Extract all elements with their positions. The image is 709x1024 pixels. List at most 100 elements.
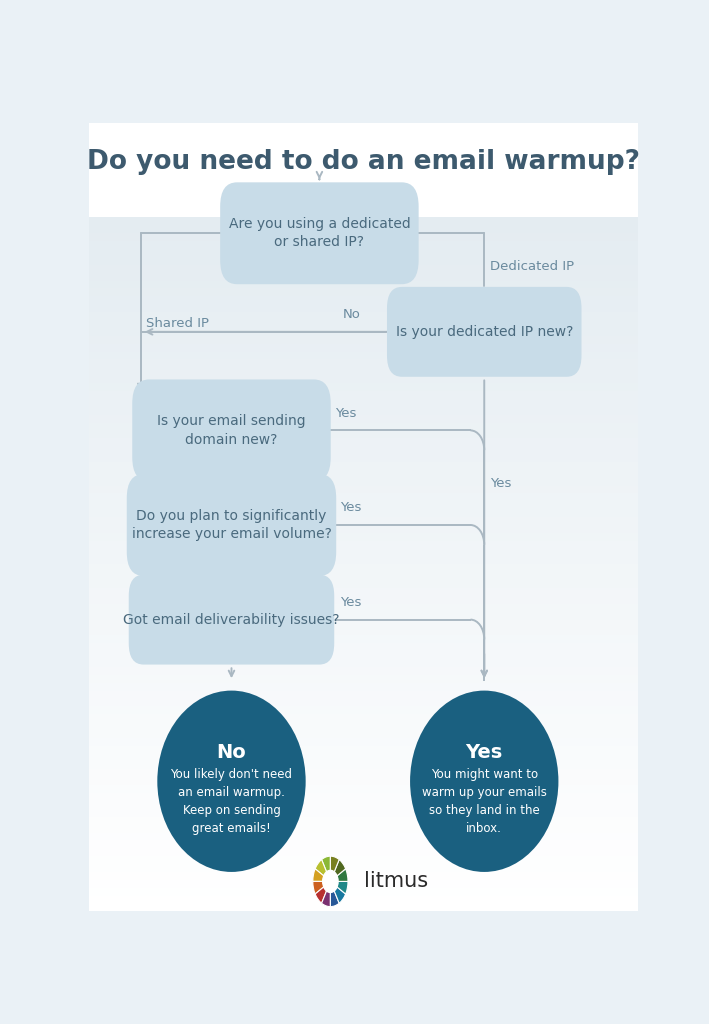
Bar <box>89 675 638 683</box>
Bar <box>89 415 638 423</box>
FancyBboxPatch shape <box>220 182 418 285</box>
Wedge shape <box>313 882 330 894</box>
Bar <box>89 123 638 131</box>
Bar <box>89 438 638 446</box>
Bar <box>89 785 638 793</box>
FancyBboxPatch shape <box>129 574 334 665</box>
Bar <box>89 509 638 517</box>
Bar <box>89 754 638 762</box>
Bar <box>89 659 638 667</box>
Bar <box>89 423 638 430</box>
Bar <box>89 383 638 391</box>
Text: Yes: Yes <box>466 742 503 762</box>
Bar <box>89 304 638 312</box>
Bar <box>89 375 638 383</box>
Bar <box>89 319 638 328</box>
Text: No: No <box>342 308 360 321</box>
Wedge shape <box>313 868 330 882</box>
Bar <box>89 502 638 509</box>
Bar <box>89 628 638 635</box>
Bar <box>89 138 638 146</box>
Wedge shape <box>330 859 345 882</box>
Bar <box>89 745 638 754</box>
Bar <box>89 462 638 470</box>
Bar <box>89 454 638 462</box>
FancyBboxPatch shape <box>387 287 581 377</box>
Bar <box>89 289 638 296</box>
Text: Yes: Yes <box>340 501 362 514</box>
Bar <box>89 715 638 722</box>
Bar <box>89 604 638 611</box>
Wedge shape <box>330 882 348 894</box>
Text: Yes: Yes <box>335 407 356 420</box>
Text: Do you plan to significantly
increase your email volume?: Do you plan to significantly increase yo… <box>132 509 331 542</box>
Bar <box>89 864 638 872</box>
Wedge shape <box>322 882 330 906</box>
Bar <box>89 202 638 210</box>
Bar <box>89 265 638 272</box>
Bar <box>89 517 638 525</box>
Bar <box>89 588 638 596</box>
Bar <box>89 257 638 265</box>
Bar <box>89 541 638 549</box>
Bar <box>89 532 638 541</box>
FancyBboxPatch shape <box>127 474 336 575</box>
Bar <box>89 296 638 304</box>
Bar <box>89 525 638 532</box>
Ellipse shape <box>157 690 306 872</box>
Bar <box>89 801 638 809</box>
Bar <box>89 272 638 281</box>
Bar <box>89 194 638 202</box>
Text: Dedicated IP: Dedicated IP <box>490 260 574 273</box>
Bar <box>89 817 638 824</box>
Bar <box>89 738 638 745</box>
Bar <box>89 470 638 477</box>
Bar <box>89 281 638 289</box>
Bar <box>89 730 638 738</box>
Bar <box>89 368 638 375</box>
Wedge shape <box>316 882 330 903</box>
Bar <box>89 391 638 398</box>
Bar <box>89 564 638 572</box>
Bar <box>89 217 638 225</box>
Bar <box>89 683 638 690</box>
Bar <box>89 769 638 777</box>
Bar <box>89 762 638 769</box>
Text: litmus: litmus <box>364 871 428 892</box>
Text: Got email deliverability issues?: Got email deliverability issues? <box>123 612 340 627</box>
Bar <box>89 162 638 170</box>
Bar <box>89 635 638 643</box>
Bar <box>89 793 638 801</box>
Bar <box>89 249 638 257</box>
Bar <box>89 344 638 351</box>
Text: Is your dedicated IP new?: Is your dedicated IP new? <box>396 325 573 339</box>
Bar <box>89 581 638 588</box>
Text: Shared IP: Shared IP <box>146 317 209 331</box>
Wedge shape <box>330 882 339 906</box>
Bar <box>89 620 638 628</box>
Bar <box>89 651 638 659</box>
Bar <box>89 359 638 368</box>
Bar <box>89 328 638 336</box>
Bar <box>89 707 638 715</box>
Wedge shape <box>316 859 330 882</box>
Bar <box>89 572 638 581</box>
Bar <box>89 777 638 785</box>
Wedge shape <box>330 882 345 903</box>
Bar <box>89 690 638 698</box>
Text: Are you using a dedicated
or shared IP?: Are you using a dedicated or shared IP? <box>228 217 411 250</box>
Text: No: No <box>217 742 246 762</box>
Text: No: No <box>240 471 257 484</box>
Bar <box>89 146 638 155</box>
Text: Do you need to do an email warmup?: Do you need to do an email warmup? <box>87 150 640 175</box>
Wedge shape <box>330 856 339 882</box>
Circle shape <box>323 870 338 893</box>
FancyBboxPatch shape <box>133 380 330 481</box>
Bar <box>89 178 638 186</box>
Text: You might want to
warm up your emails
so they land in the
inbox.: You might want to warm up your emails so… <box>422 768 547 835</box>
Bar <box>89 611 638 620</box>
Text: You likely don't need
an email warmup.
Keep on sending
great emails!: You likely don't need an email warmup. K… <box>170 768 293 835</box>
Bar <box>89 485 638 494</box>
Bar <box>89 312 638 319</box>
Bar <box>89 549 638 557</box>
